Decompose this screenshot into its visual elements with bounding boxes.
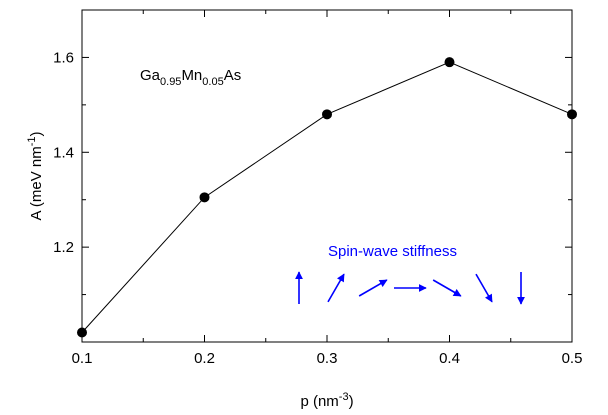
spin-wave-label: Spin-wave stiffness [328, 243, 457, 260]
x-axis-label: p (nm-3) [300, 391, 353, 410]
x-tick-label: 0.4 [439, 350, 460, 367]
data-point [199, 192, 210, 203]
material-part-as: As [224, 67, 242, 84]
spin-arrow [475, 273, 493, 303]
x-tick-label: 0.2 [194, 350, 215, 367]
y-tick-label: 1.6 [53, 49, 74, 66]
y-tick-label: 1.4 [53, 144, 74, 161]
spin-arrow [327, 273, 345, 303]
data-point [322, 109, 332, 120]
x-tick-label: 0.3 [317, 350, 338, 367]
series-line [81, 61, 573, 333]
y-axis-ticks: 1.2 1.4 1.6 [53, 49, 572, 296]
material-sub-ga: 0.95 [160, 76, 181, 88]
x-axis-label-tail: ) [349, 393, 354, 410]
x-axis-label-sup: -3 [339, 391, 349, 403]
material-label: Ga0.95Mn0.05As [140, 67, 241, 88]
data-point [444, 57, 455, 68]
y-tick-label: 1.2 [53, 239, 74, 256]
y-axis-label-sup: -1 [26, 137, 38, 147]
spin-arrow [432, 279, 462, 297]
x-axis-label-base: p (nm [300, 393, 338, 410]
data-point [77, 327, 87, 338]
x-tick-label: 0.5 [562, 350, 583, 367]
x-tick-label: 0.1 [72, 350, 93, 367]
material-part-mn: Mn [181, 67, 202, 84]
material-sub-mn: 0.05 [202, 76, 223, 88]
x-axis-ticks: 0.1 0.2 0.3 0.4 0.5 [72, 10, 583, 367]
data-point [567, 109, 577, 120]
plot-frame [81, 9, 573, 343]
series-layer [77, 57, 577, 338]
spin-wave-arrows [295, 271, 525, 305]
y-axis-label: A (meV nm-1) [26, 132, 45, 221]
material-part-ga: Ga [140, 67, 161, 84]
y-axis-label-base: A (meV nm [28, 146, 45, 220]
y-axis-label-tail: ) [28, 132, 45, 137]
spin-arrow [358, 279, 388, 297]
